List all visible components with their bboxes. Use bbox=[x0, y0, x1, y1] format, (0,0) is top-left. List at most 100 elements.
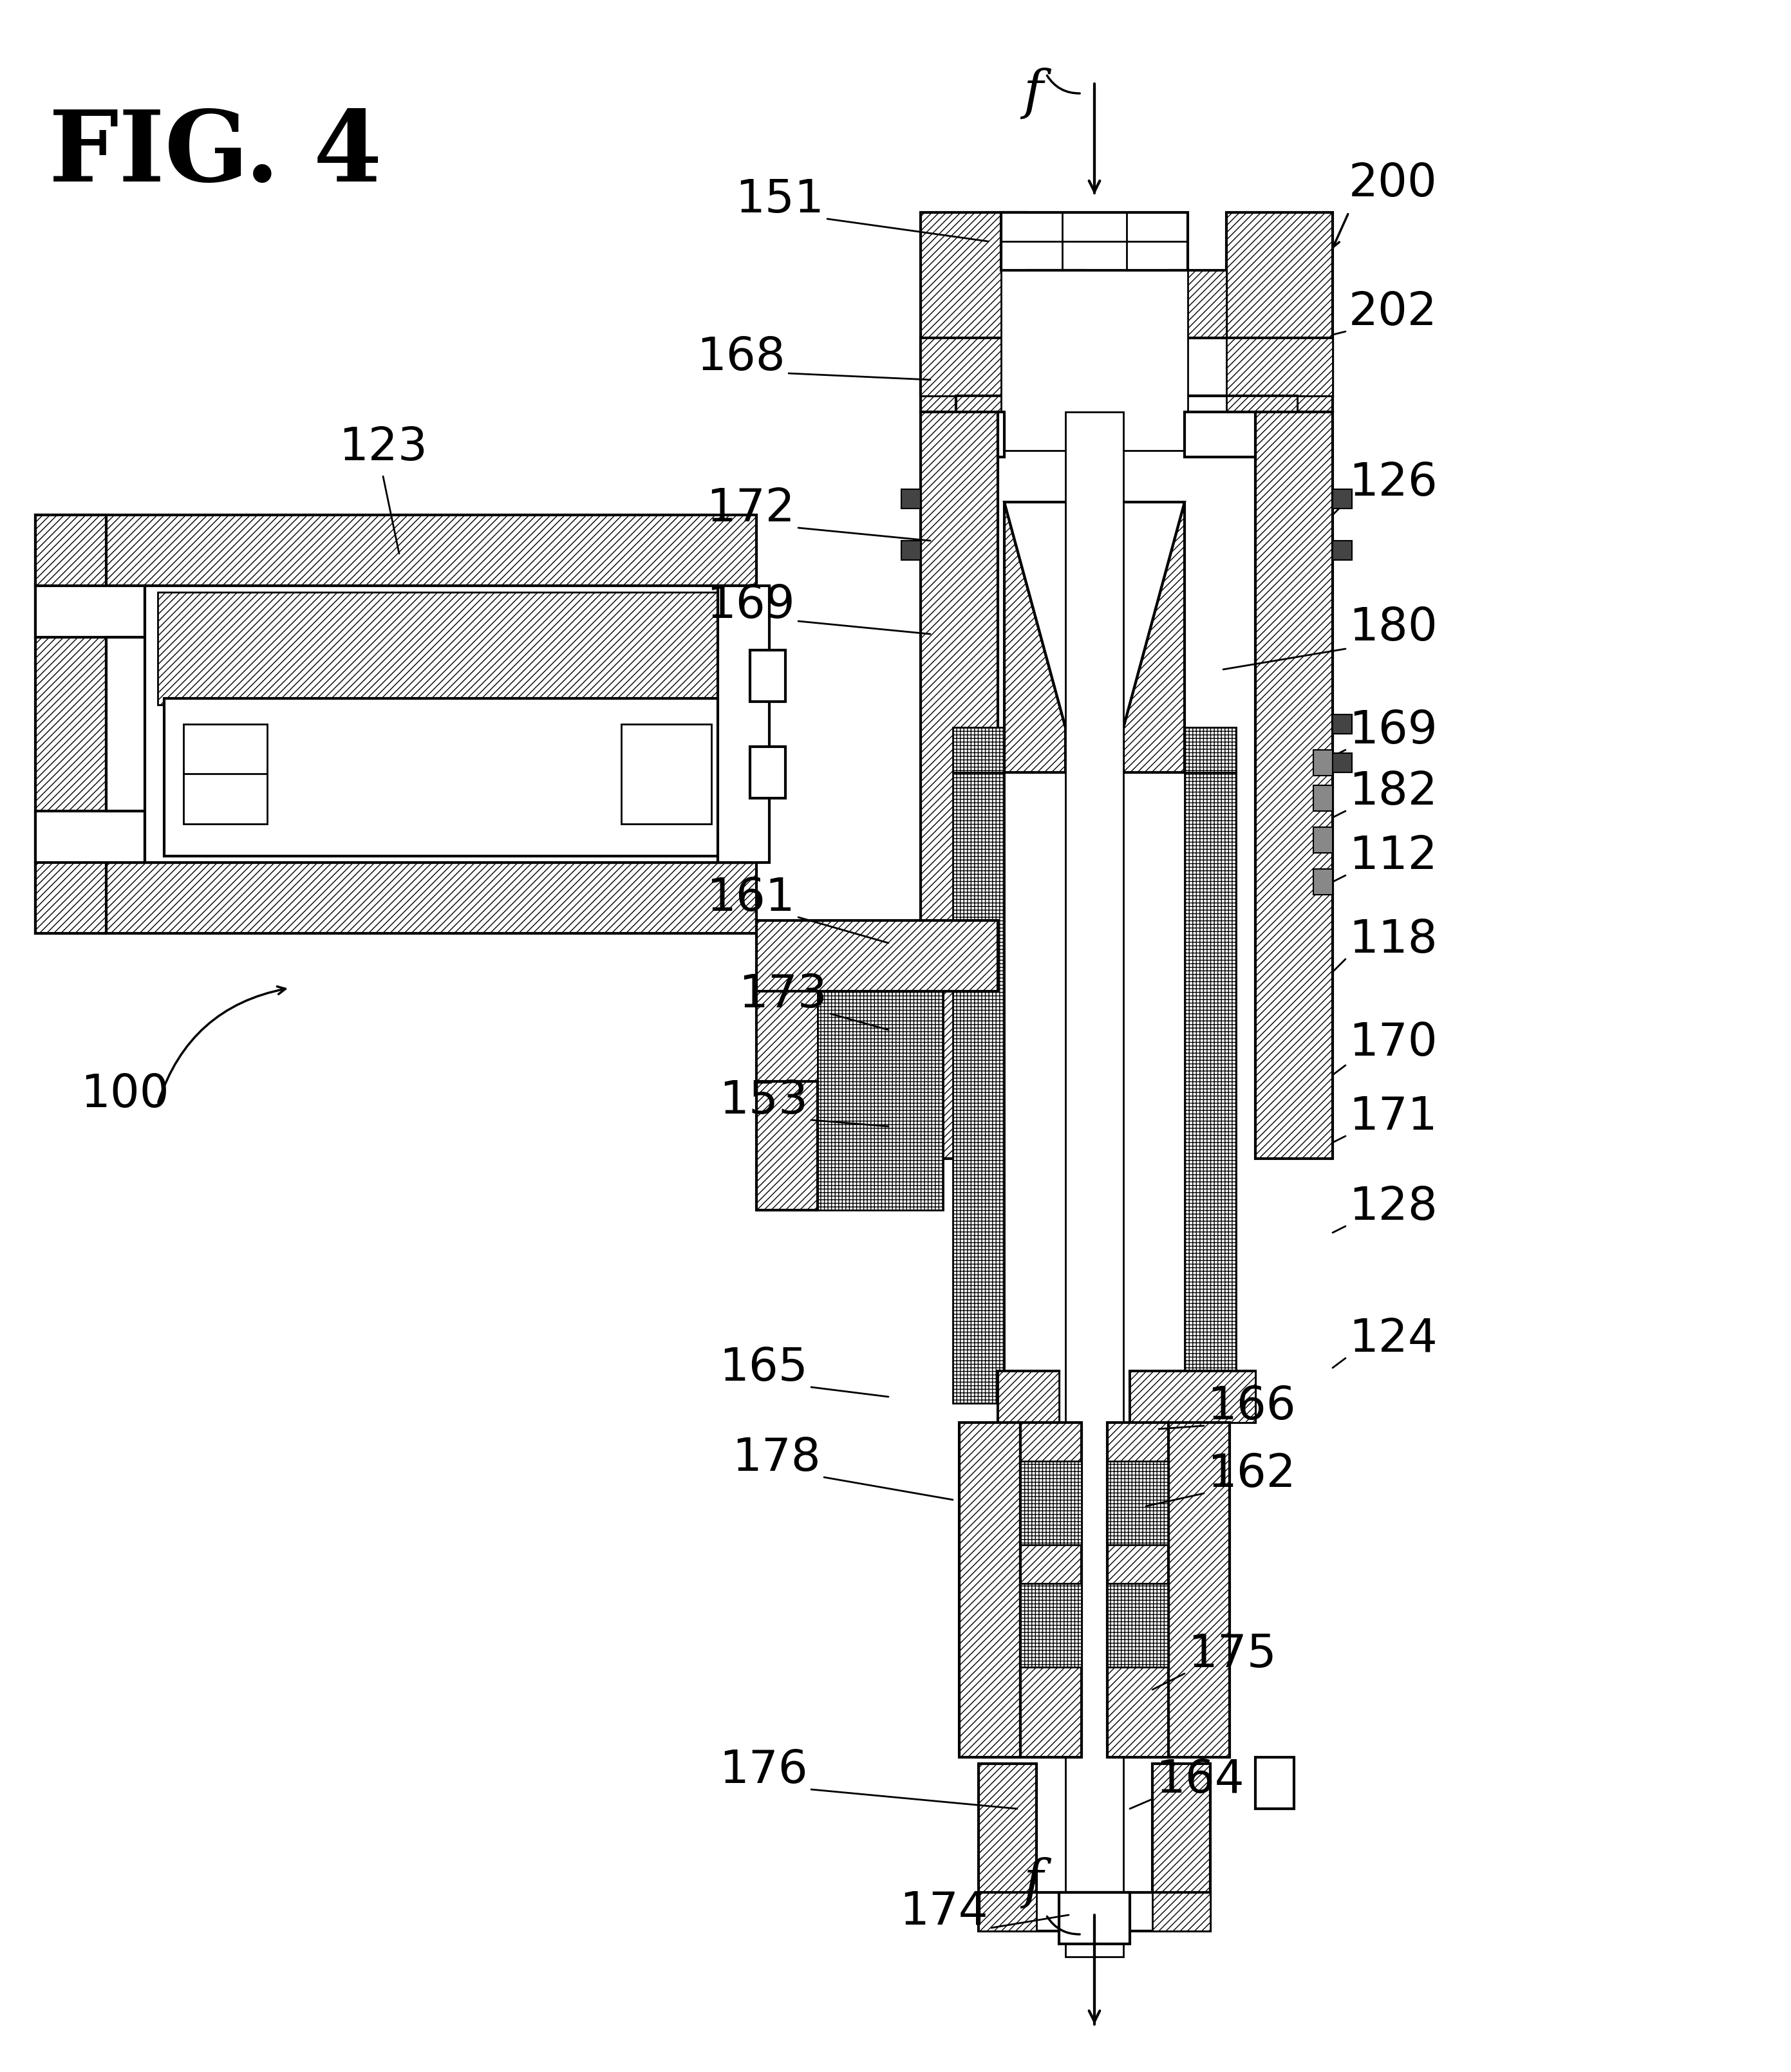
Text: 200: 200 bbox=[1349, 162, 1438, 205]
Bar bbox=[1333, 752, 1352, 773]
Bar bbox=[1168, 269, 1227, 338]
Bar bbox=[978, 1763, 1037, 1906]
Text: 126: 126 bbox=[1349, 460, 1438, 506]
Bar bbox=[1152, 1892, 1211, 1931]
Bar bbox=[1058, 1892, 1130, 1944]
Text: 178: 178 bbox=[733, 1436, 820, 1481]
Text: f: f bbox=[1023, 68, 1042, 118]
Bar bbox=[921, 412, 998, 1158]
Text: 202: 202 bbox=[1349, 290, 1438, 336]
Text: 165: 165 bbox=[720, 1347, 808, 1390]
Polygon shape bbox=[1005, 501, 1184, 727]
Bar bbox=[1313, 750, 1333, 775]
Text: 128: 128 bbox=[1349, 1185, 1438, 1229]
Text: 174: 174 bbox=[899, 1890, 989, 1935]
Bar bbox=[1333, 541, 1352, 559]
Bar bbox=[998, 1372, 1058, 1423]
Bar bbox=[1227, 213, 1333, 412]
Bar bbox=[183, 723, 267, 825]
Bar bbox=[756, 920, 998, 990]
Bar bbox=[756, 1082, 818, 1210]
Bar bbox=[1021, 1461, 1082, 1546]
Text: 170: 170 bbox=[1349, 1021, 1438, 1065]
Text: 175: 175 bbox=[1187, 1633, 1277, 1676]
Bar bbox=[1152, 1763, 1211, 1906]
Bar bbox=[998, 1372, 1058, 1423]
Bar bbox=[921, 213, 1026, 412]
Bar bbox=[978, 1892, 1037, 1931]
Text: 166: 166 bbox=[1207, 1384, 1295, 1430]
Bar bbox=[756, 990, 818, 1082]
Bar bbox=[1227, 338, 1333, 396]
Bar bbox=[1227, 396, 1297, 448]
Text: 171: 171 bbox=[1349, 1094, 1438, 1140]
Bar bbox=[36, 586, 145, 638]
Bar bbox=[1107, 1583, 1168, 1668]
Bar bbox=[158, 593, 750, 704]
Bar bbox=[921, 338, 1333, 396]
Bar bbox=[36, 810, 145, 862]
Bar bbox=[1107, 1423, 1168, 1757]
Text: 168: 168 bbox=[697, 336, 786, 379]
Bar bbox=[750, 746, 786, 798]
Text: f: f bbox=[1023, 1857, 1042, 1908]
Bar bbox=[756, 990, 818, 1082]
Text: 112: 112 bbox=[1349, 835, 1438, 879]
Bar bbox=[901, 541, 921, 559]
Bar bbox=[106, 638, 158, 810]
Bar bbox=[1313, 785, 1333, 810]
Polygon shape bbox=[1123, 501, 1184, 773]
Bar bbox=[1001, 269, 1187, 450]
Bar bbox=[36, 516, 106, 932]
Bar bbox=[956, 396, 1297, 448]
Bar bbox=[956, 396, 1026, 448]
Bar bbox=[978, 1892, 1211, 1931]
Bar bbox=[36, 516, 756, 586]
Bar bbox=[953, 727, 1005, 773]
Text: 118: 118 bbox=[1349, 918, 1438, 961]
Bar bbox=[953, 773, 1005, 1403]
Bar bbox=[1255, 1757, 1295, 1809]
Text: 124: 124 bbox=[1349, 1318, 1438, 1361]
Bar bbox=[1333, 489, 1352, 508]
Text: 182: 182 bbox=[1349, 771, 1438, 814]
Bar bbox=[1107, 1461, 1168, 1546]
Bar bbox=[1026, 269, 1085, 338]
Text: 162: 162 bbox=[1207, 1452, 1295, 1496]
Text: 180: 180 bbox=[1349, 605, 1438, 651]
Bar bbox=[1130, 1372, 1255, 1423]
Bar bbox=[1026, 269, 1085, 338]
Bar bbox=[1066, 412, 1123, 1956]
Bar bbox=[1184, 727, 1236, 773]
Text: 161: 161 bbox=[706, 876, 795, 920]
Bar bbox=[621, 723, 711, 825]
Bar bbox=[901, 489, 921, 508]
Bar bbox=[921, 338, 1026, 396]
Bar bbox=[1021, 1423, 1082, 1757]
Bar bbox=[1021, 1583, 1082, 1668]
Bar bbox=[1313, 868, 1333, 895]
Bar bbox=[1184, 412, 1255, 458]
Text: 153: 153 bbox=[720, 1080, 808, 1123]
Bar bbox=[718, 586, 770, 862]
Bar bbox=[145, 586, 750, 862]
Bar bbox=[1001, 213, 1187, 269]
Text: 169: 169 bbox=[706, 582, 795, 628]
Bar bbox=[1168, 1423, 1230, 1757]
Text: 100: 100 bbox=[81, 1073, 168, 1117]
Bar bbox=[1333, 715, 1352, 733]
Text: 151: 151 bbox=[736, 178, 824, 222]
Bar bbox=[1184, 773, 1236, 1403]
Text: 172: 172 bbox=[706, 487, 795, 530]
Bar bbox=[1255, 412, 1333, 1158]
Bar bbox=[998, 412, 1005, 458]
Bar bbox=[1130, 1372, 1255, 1423]
Bar bbox=[165, 698, 731, 856]
Bar bbox=[36, 862, 756, 932]
Bar bbox=[1313, 827, 1333, 854]
Bar bbox=[1168, 269, 1227, 338]
Text: 176: 176 bbox=[720, 1749, 808, 1792]
Bar bbox=[750, 651, 786, 702]
Text: 123: 123 bbox=[338, 425, 428, 470]
Text: 173: 173 bbox=[738, 972, 827, 1017]
